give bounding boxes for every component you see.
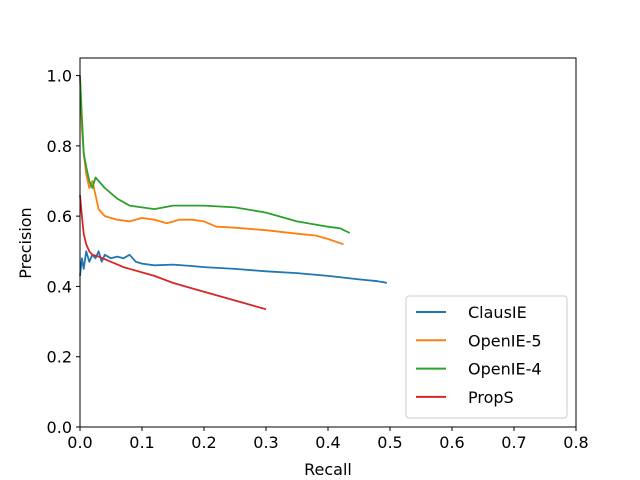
legend-box xyxy=(405,295,568,419)
x-tick-label: 0.3 xyxy=(253,433,278,452)
legend-label-openie-4: OpenIE-4 xyxy=(468,360,542,379)
legend-label-openie-5: OpenIE-5 xyxy=(468,331,542,350)
x-tick-label: 0.8 xyxy=(563,433,588,452)
series-layer xyxy=(79,75,388,311)
x-tick-label: 0.6 xyxy=(439,433,464,452)
x-tick-label: 0.0 xyxy=(67,433,92,452)
series-line-props xyxy=(79,195,267,311)
y-tick-label: 0.2 xyxy=(47,348,72,367)
legend-label-props: PropS xyxy=(468,388,514,407)
legend-label-clausie: ClausIE xyxy=(468,303,527,322)
series-line-openie-4 xyxy=(79,75,351,234)
y-tick-label: 0.6 xyxy=(47,207,72,226)
y-axis-title: Precision xyxy=(16,207,35,278)
x-axis: 0.0 0.1 0.2 0.3 0.4 0.5 0.6 0.7 0.8 xyxy=(67,427,589,452)
series-line-clausie xyxy=(79,250,388,284)
x-axis-title: Recall xyxy=(304,460,352,479)
x-tick-label: 0.4 xyxy=(315,433,340,452)
y-tick-label: 0.0 xyxy=(47,418,72,437)
series-line-openie-5 xyxy=(79,75,344,246)
legend: ClausIE OpenIE-5 OpenIE-4 PropS xyxy=(405,295,568,419)
x-tick-label: 0.2 xyxy=(191,433,216,452)
y-tick-label: 1.0 xyxy=(47,67,72,86)
x-tick-label: 0.5 xyxy=(377,433,402,452)
x-tick-label: 0.7 xyxy=(501,433,526,452)
y-tick-label: 0.4 xyxy=(47,277,72,296)
y-tick-label: 0.8 xyxy=(47,137,72,156)
y-axis: 0.0 0.2 0.4 0.6 0.8 1.0 xyxy=(47,67,80,437)
x-tick-label: 0.1 xyxy=(129,433,154,452)
